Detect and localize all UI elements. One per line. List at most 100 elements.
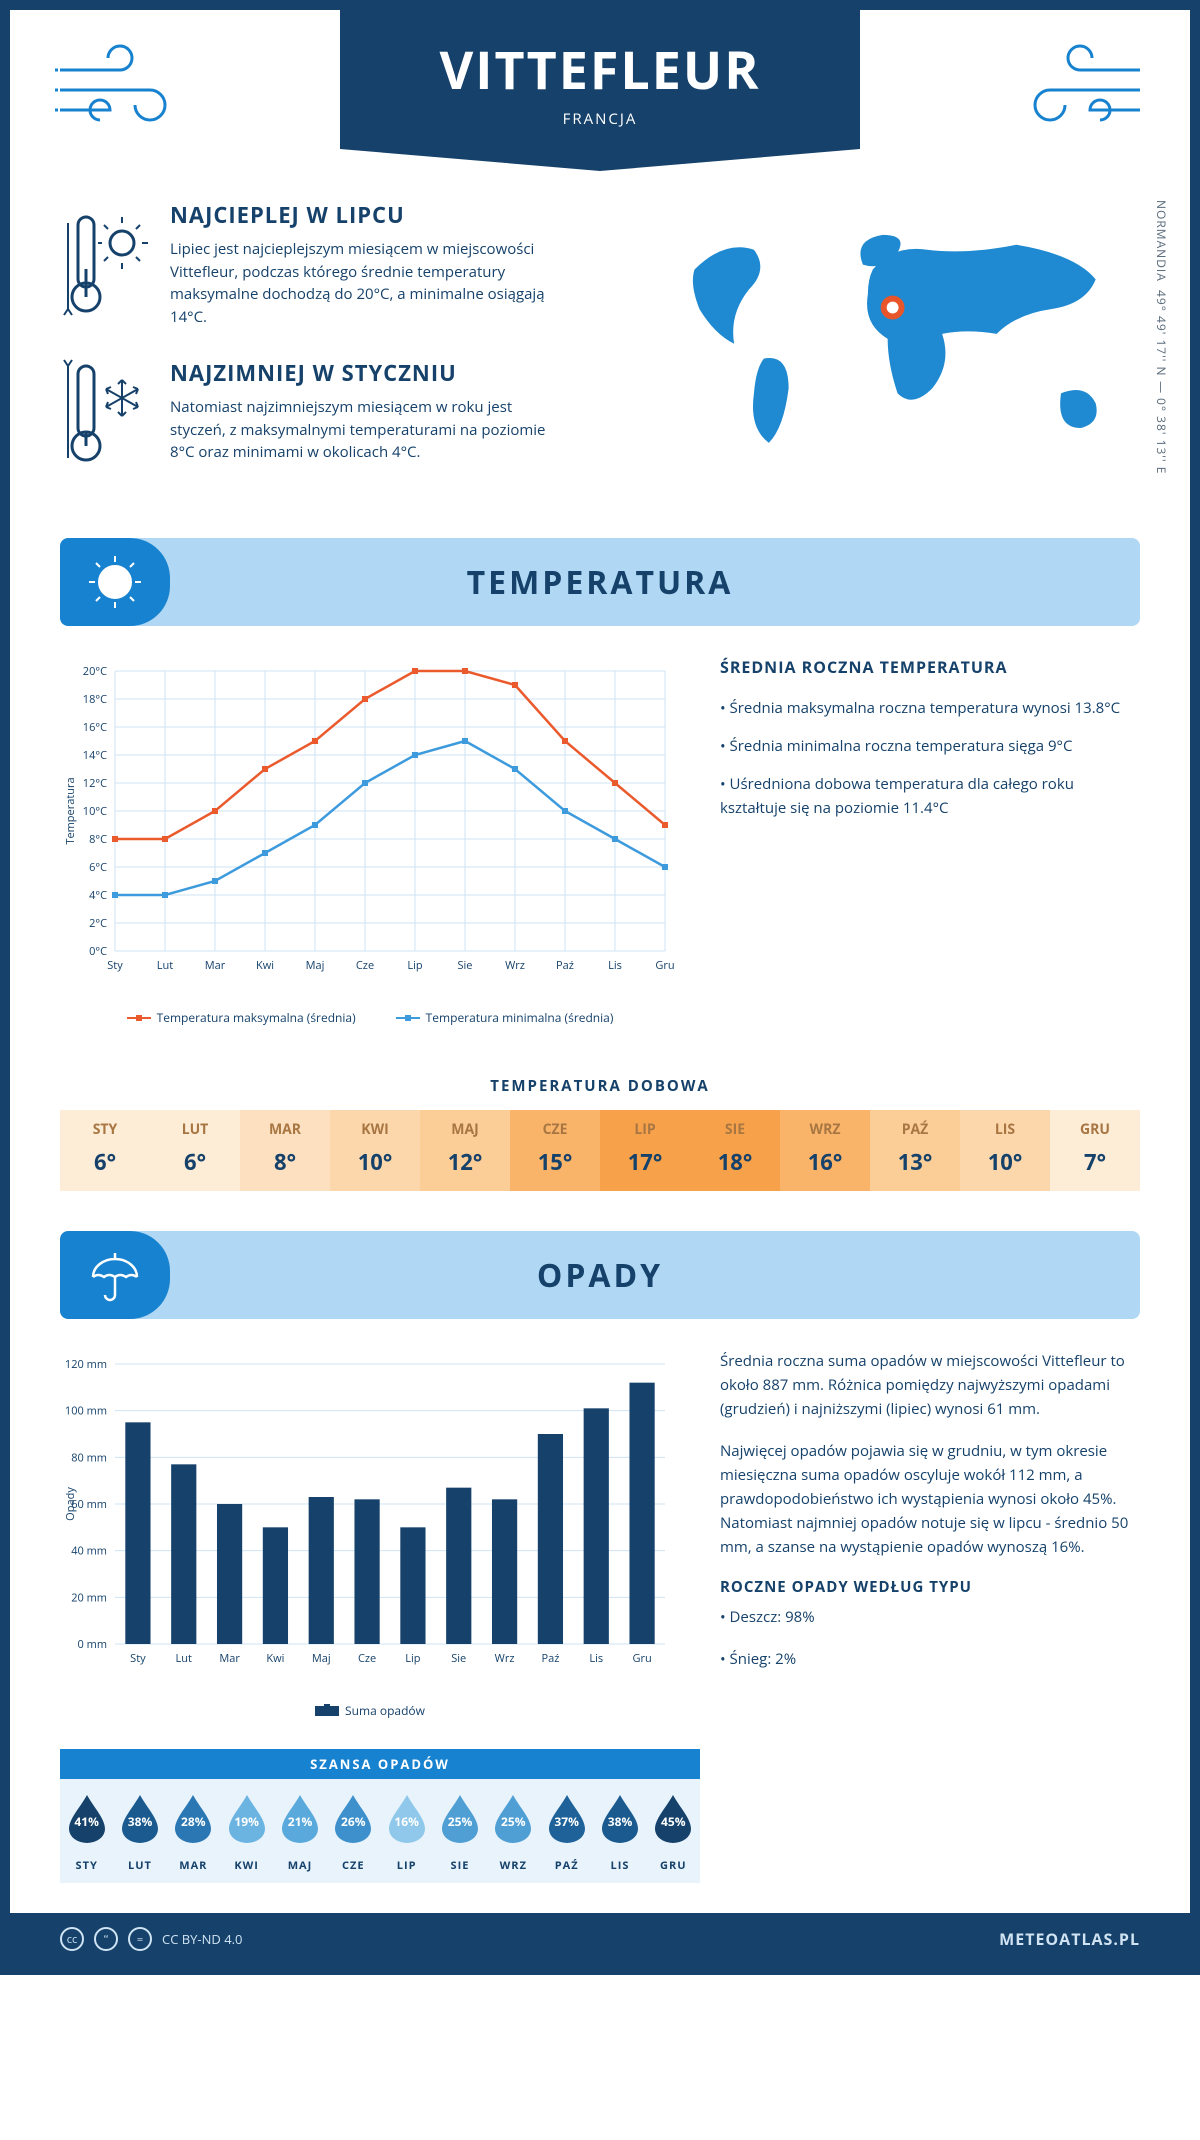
drop-pct: 25% (433, 1813, 486, 1830)
svg-text:Cze: Cze (358, 1651, 376, 1666)
precip-chance-drop: 37% (540, 1791, 593, 1848)
nd-icon: = (128, 1927, 152, 1951)
drop-pct: 21% (273, 1813, 326, 1830)
daily-cell: SIE18° (690, 1110, 780, 1191)
svg-text:2°C: 2°C (89, 916, 107, 931)
wind-icon-right (1010, 40, 1150, 130)
daily-month: MAJ (420, 1110, 510, 1143)
daily-cell: GRU7° (1050, 1110, 1140, 1191)
daily-cell: WRZ16° (780, 1110, 870, 1191)
svg-text:Lis: Lis (589, 1651, 603, 1666)
daily-month: GRU (1050, 1110, 1140, 1143)
svg-text:Gru: Gru (655, 958, 674, 973)
daily-cell: MAJ12° (420, 1110, 510, 1191)
daily-value: 16° (780, 1143, 870, 1191)
precipitation-summary: Średnia roczna suma opadów w miejscowośc… (720, 1349, 1140, 1719)
svg-text:Kwi: Kwi (266, 1651, 284, 1666)
daily-month: LUT (150, 1110, 240, 1143)
precip-type-bullet: • Deszcz: 98% (720, 1605, 1140, 1629)
drop-pct: 38% (113, 1813, 166, 1830)
daily-month: KWI (330, 1110, 420, 1143)
facts-column: NAJCIEPLEJ W LIPCU Lipiec jest najcieple… (60, 200, 605, 498)
svg-text:Lut: Lut (157, 958, 173, 973)
daily-cell: LUT6° (150, 1110, 240, 1191)
precip-chance-drop: 25% (433, 1791, 486, 1848)
precip-chance-table: SZANSA OPADÓW 41%38%28%19%21%26%16%25%25… (60, 1749, 700, 1883)
daily-cell: PAŹ13° (870, 1110, 960, 1191)
svg-text:Sty: Sty (107, 958, 123, 973)
precip-type-bullet: • Śnieg: 2% (720, 1647, 1140, 1671)
temperature-content: 0°C2°C4°C6°C8°C10°C12°C14°C16°C18°C20°CS… (10, 626, 1190, 1056)
precip-legend: Suma opadów (60, 1702, 680, 1719)
precip-p1: Średnia roczna suma opadów w miejscowośc… (720, 1349, 1140, 1421)
license-block: cc 🙶 = CC BY-ND 4.0 (60, 1927, 242, 1951)
section-banner-temperature: TEMPERATURA (60, 538, 1140, 626)
svg-text:Lut: Lut (176, 1651, 192, 1666)
svg-text:0 mm: 0 mm (77, 1637, 107, 1652)
site-name: METEOATLAS.PL (999, 1928, 1140, 1950)
svg-text:Maj: Maj (312, 1651, 331, 1666)
drop-pct: 16% (380, 1813, 433, 1830)
intro-row: NAJCIEPLEJ W LIPCU Lipiec jest najcieple… (10, 170, 1190, 538)
daily-value: 15° (510, 1143, 600, 1191)
coordinates-label: NORMANDIA 49° 49' 17'' N — 0° 38' 13'' E (1153, 200, 1170, 498)
svg-text:4°C: 4°C (89, 888, 107, 903)
umbrella-icon (60, 1231, 170, 1319)
drop-month: CZE (327, 1858, 380, 1873)
drop-pct: 38% (593, 1813, 646, 1830)
temperature-heading: TEMPERATURA (467, 561, 734, 604)
precip-chance-drop: 21% (273, 1791, 326, 1848)
svg-text:18°C: 18°C (83, 692, 107, 707)
svg-text:120 mm: 120 mm (65, 1357, 107, 1372)
precip-chance-title: SZANSA OPADÓW (60, 1749, 700, 1779)
map-column: NORMANDIA 49° 49' 17'' N — 0° 38' 13'' E (645, 200, 1140, 498)
svg-text:Mar: Mar (219, 1651, 240, 1666)
daily-value: 10° (960, 1143, 1050, 1191)
temp-bullet: • Średnia minimalna roczna temperatura s… (720, 734, 1140, 758)
drop-month: WRZ (487, 1858, 540, 1873)
country-subtitle: FRANCJA (380, 109, 820, 129)
svg-text:Gru: Gru (632, 1651, 651, 1666)
svg-text:6°C: 6°C (89, 860, 107, 875)
svg-text:Wrz: Wrz (505, 958, 525, 973)
section-banner-precipitation: OPADY (60, 1231, 1140, 1319)
daily-month: LIS (960, 1110, 1050, 1143)
drop-month: PAŹ (540, 1858, 593, 1873)
svg-text:Sty: Sty (130, 1651, 146, 1666)
world-map (645, 220, 1140, 478)
daily-month: MAR (240, 1110, 330, 1143)
precipitation-content: 0 mm20 mm40 mm60 mm80 mm100 mm120 mmStyL… (10, 1319, 1190, 1739)
precip-legend-label: Suma opadów (345, 1702, 425, 1719)
daily-value: 8° (240, 1143, 330, 1191)
drop-pct: 28% (167, 1813, 220, 1830)
svg-text:100 mm: 100 mm (65, 1404, 107, 1419)
thermometer-sun-icon (60, 200, 150, 328)
title-banner: VITTEFLEUR FRANCJA (340, 10, 860, 149)
page: VITTEFLEUR FRANCJA (0, 0, 1200, 1975)
svg-text:16°C: 16°C (83, 720, 107, 735)
precip-chance-drop: 19% (220, 1791, 273, 1848)
svg-text:Maj: Maj (306, 958, 325, 973)
svg-text:80 mm: 80 mm (71, 1450, 107, 1465)
daily-cell: LIP17° (600, 1110, 690, 1191)
daily-value: 6° (150, 1143, 240, 1191)
drop-pct: 26% (327, 1813, 380, 1830)
drop-pct: 37% (540, 1813, 593, 1830)
svg-text:20°C: 20°C (83, 664, 107, 679)
drop-month: MAR (167, 1858, 220, 1873)
svg-text:Sie: Sie (451, 1651, 466, 1666)
drop-month: MAJ (273, 1858, 326, 1873)
svg-text:Lip: Lip (405, 1651, 421, 1666)
drop-month: KWI (220, 1858, 273, 1873)
svg-text:Temperatura: Temperatura (63, 777, 78, 844)
daily-month: PAŹ (870, 1110, 960, 1143)
thermometer-snow-icon (60, 358, 150, 468)
svg-text:12°C: 12°C (83, 776, 107, 791)
coords-region: NORMANDIA (1153, 200, 1170, 282)
drop-pct: 19% (220, 1813, 273, 1830)
svg-text:Kwi: Kwi (256, 958, 274, 973)
drop-month: STY (60, 1858, 113, 1873)
svg-text:Cze: Cze (356, 958, 374, 973)
location-title: VITTEFLEUR (380, 34, 820, 105)
svg-text:Paź: Paź (556, 958, 574, 973)
